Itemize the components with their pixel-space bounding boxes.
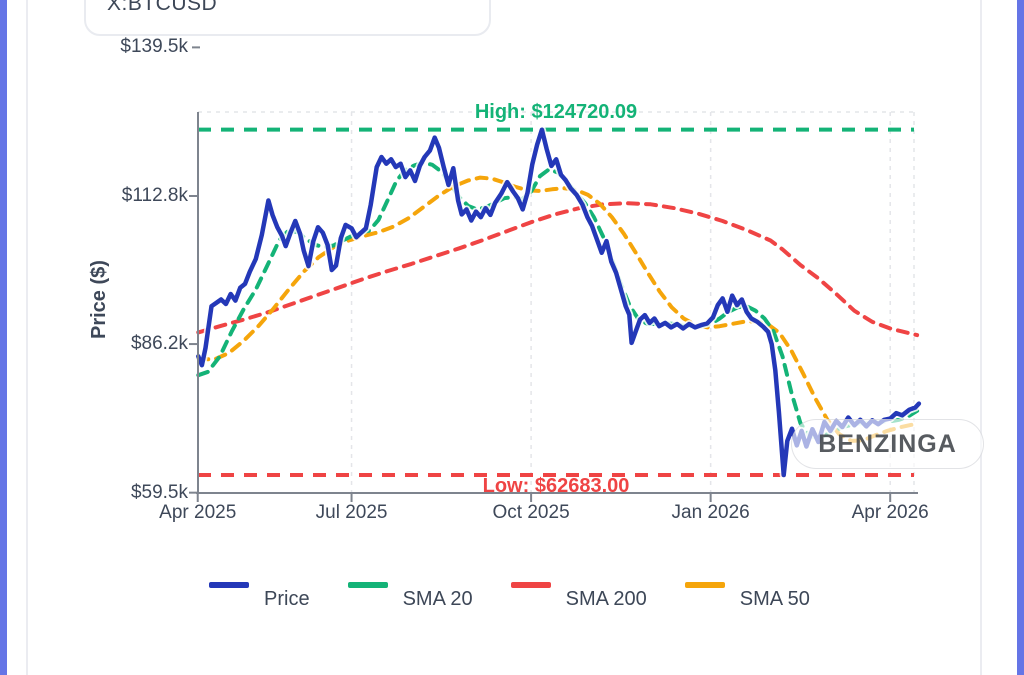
- x-tick-label: Oct 2025: [492, 502, 570, 523]
- symbol-chip-label: X:BTCUSD: [107, 0, 218, 15]
- y-tick-label: $59.5k: [130, 481, 188, 503]
- x-tick-label: Jul 2025: [315, 502, 388, 523]
- legend-swatch: [209, 582, 249, 588]
- legend-label: SMA 50: [739, 588, 810, 610]
- x-tick-label: Apr 2026: [851, 502, 929, 523]
- high-annotation: High: $124720.09: [474, 101, 638, 123]
- legend-item-sma-20: SMA 20: [347, 578, 473, 610]
- benzinga-watermark: BENZINGA: [791, 419, 984, 469]
- series-line-price: [196, 127, 922, 478]
- legend-label: SMA 200: [565, 588, 647, 610]
- low-annotation: Low: $62683.00: [482, 475, 630, 497]
- legend-item-sma-50: SMA 50: [684, 578, 810, 610]
- page-card: X:BTCUSD Price ($) $139.5k $112.8k $86.2k $…: [7, 0, 1017, 675]
- benzinga-watermark-text: BENZINGA: [818, 429, 957, 458]
- price-chart: [189, 46, 923, 502]
- legend-swatch: [684, 582, 725, 588]
- y-tick-label: $112.8k: [121, 185, 188, 206]
- y-tick-label: $86.2k: [130, 333, 188, 355]
- legend-label: Price: [264, 588, 310, 610]
- x-tick-label: Jan 2026: [671, 502, 750, 523]
- legend-swatch: [347, 582, 388, 588]
- legend-label: SMA 20: [402, 588, 473, 610]
- series-line-sma-200: [196, 201, 920, 338]
- series-line-sma-50: [196, 175, 920, 443]
- legend-swatch: [510, 582, 551, 588]
- y-tick-label: $139.5k: [120, 36, 188, 58]
- chart-legend: Price SMA 20 SMA 200 SMA 50: [209, 578, 810, 610]
- symbol-chip[interactable]: X:BTCUSD: [84, 0, 491, 36]
- legend-item-price: Price: [209, 578, 310, 610]
- chart-card: X:BTCUSD Price ($) $139.5k $112.8k $86.2k $…: [26, 0, 984, 675]
- legend-item-sma-200: SMA 200: [510, 578, 647, 610]
- x-tick-label: Apr 2025: [159, 502, 237, 523]
